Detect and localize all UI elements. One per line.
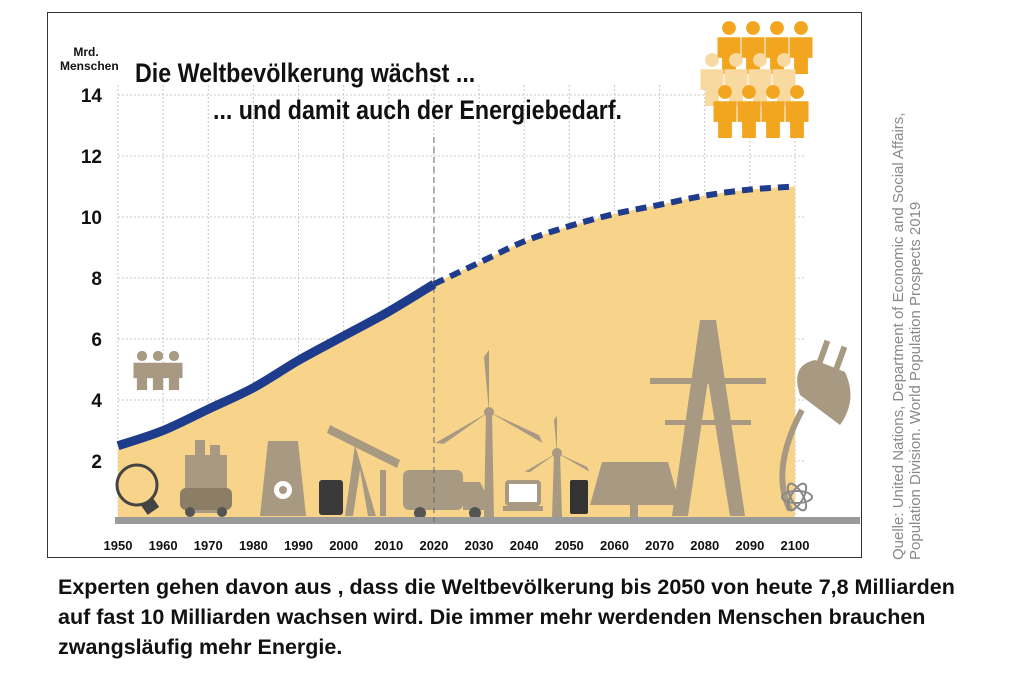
x-tick-label: 1960 [149,538,178,553]
x-tick-label: 2070 [645,538,674,553]
y-tick-label: 4 [91,391,102,412]
x-tick-label: 2080 [690,538,719,553]
people-icons [133,21,813,390]
person-icon [737,85,761,138]
x-tick-label: 1990 [284,538,313,553]
x-axis: 1950 1960 1970 1980 1990 2000 2010 2020 2030 2040… [104,538,810,553]
y-tick-label: 2 [91,452,102,473]
x-tick-label: 2020 [419,538,448,553]
person-icon [761,85,785,138]
y-tick-label: 10 [81,208,102,229]
truck-icon [403,470,488,519]
caption: Experten gehen davon aus , dass die Welt… [58,575,955,659]
oil-pump-icon [327,425,400,516]
person-icon [133,350,151,390]
person-icon [772,53,796,106]
x-tick-label: 2050 [555,538,584,553]
fuel-pump-icon [570,480,588,514]
series-line-projection [432,183,796,287]
ground-bar [115,517,860,524]
x-tick-label: 2000 [329,538,358,553]
series-line-historic [116,280,437,451]
source-note: Quelle: United Nations, Department of Ec… [890,80,924,560]
nuclear-plant-icon [260,441,306,516]
x-tick-label: 2040 [510,538,539,553]
x-tick-label: 2030 [465,538,494,553]
wind-turbine-icon [524,415,590,517]
power-pylon-icon [650,320,766,516]
person-icon [165,350,183,390]
oil-barrel-icon [319,480,343,515]
x-tick-label: 2010 [374,538,403,553]
person-icon [748,53,772,106]
y-axis-unit: Mrd. Menschen [60,45,119,73]
computer-icon [503,480,543,511]
y-tick-label: 6 [91,330,102,351]
chart-title-line-2: ... und damit auch der Energiebedarf. [213,95,623,125]
x-tick-label: 2100 [781,538,810,553]
x-tick-label: 1950 [104,538,133,553]
person-icon [713,85,737,138]
chart-title-line-1: Die Weltbevölkerung wächst ... [135,58,476,88]
person-icon [785,85,809,138]
population-area [118,186,795,522]
x-tick-label: 2060 [600,538,629,553]
solar-panel-icon [590,462,680,517]
unit-line-2: Menschen [60,59,119,73]
light-bulb-icon [115,463,160,515]
unit-line-1: Mrd. [73,45,99,59]
energy-icons [115,320,851,519]
person-icon [789,21,813,74]
factory-car-icon [180,440,232,517]
x-tick-label: 1970 [194,538,223,553]
person-icon [724,53,748,106]
atom-icon [781,482,813,512]
y-tick-label: 12 [81,147,102,168]
y-tick-label: 8 [91,269,102,290]
x-tick-label: 2090 [735,538,764,553]
x-tick-label: 1980 [239,538,268,553]
y-tick-label: 14 [81,86,103,107]
y-axis: 2 4 6 8 10 12 14 [81,86,103,473]
person-icon [700,53,724,106]
source-line-1: Quelle: United Nations, Department of Ec… [890,112,907,560]
source-line-2: Population Division. World Population Pr… [907,201,924,560]
person-icon [149,350,167,390]
wind-turbine-icon [435,350,543,517]
